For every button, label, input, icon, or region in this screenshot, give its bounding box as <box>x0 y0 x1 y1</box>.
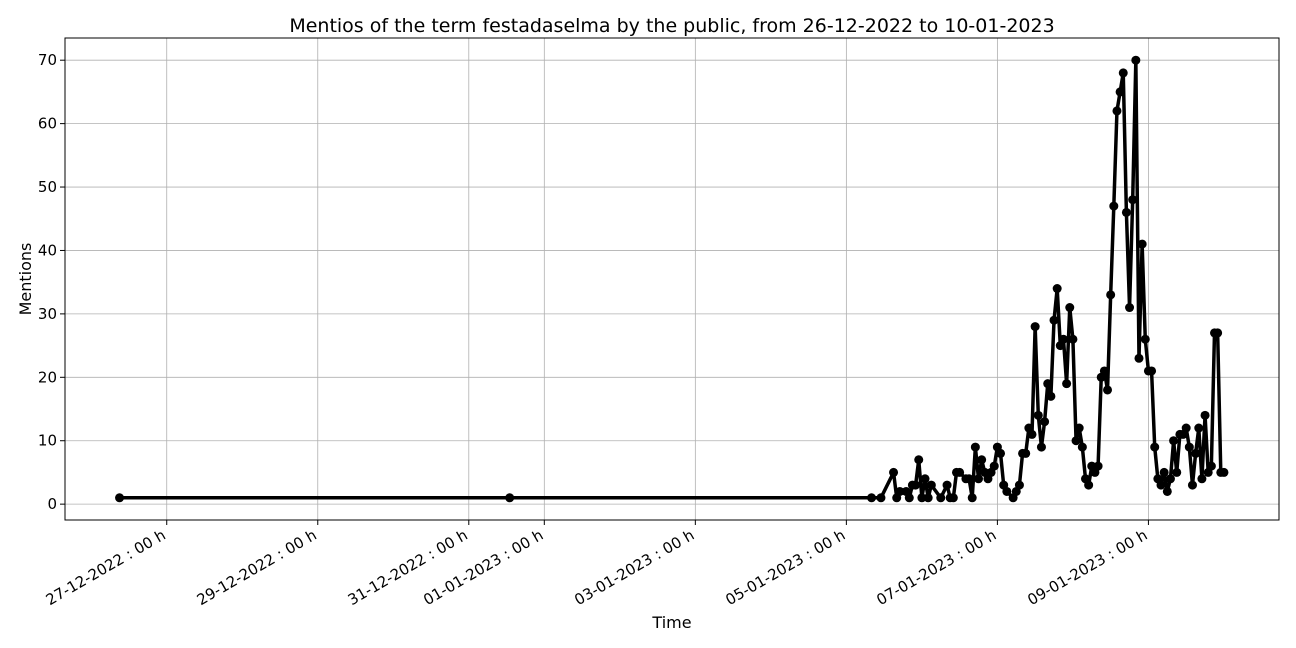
point <box>1109 201 1119 211</box>
point <box>1093 461 1103 471</box>
point <box>1112 106 1122 116</box>
y-tick-label: 70 <box>38 51 57 69</box>
point <box>1197 474 1207 484</box>
point <box>1014 480 1024 490</box>
x-tick-label: 07-01-2023 : 00 h <box>873 526 999 609</box>
y-tick-label: 20 <box>38 368 57 386</box>
point <box>1128 195 1138 205</box>
y-tick-label: 40 <box>38 241 57 259</box>
point <box>895 486 905 496</box>
point <box>1159 467 1169 477</box>
point <box>1103 385 1113 395</box>
x-tick-label: 03-01-2023 : 00 h <box>571 526 697 609</box>
point <box>1121 207 1131 217</box>
point <box>1068 334 1078 344</box>
point <box>1043 379 1053 389</box>
point <box>936 493 946 503</box>
point <box>1027 429 1037 439</box>
point <box>1021 448 1031 458</box>
point <box>867 493 877 503</box>
point <box>942 480 952 490</box>
point <box>1071 436 1081 446</box>
y-tick-label: 0 <box>47 495 57 513</box>
point <box>1162 486 1172 496</box>
point <box>926 480 936 490</box>
point <box>917 493 927 503</box>
point <box>923 493 933 503</box>
point <box>1106 290 1116 300</box>
point <box>1118 68 1128 78</box>
point <box>1065 303 1075 313</box>
point <box>1030 322 1040 332</box>
x-tick-label: 05-01-2023 : 00 h <box>722 526 848 609</box>
point <box>1115 87 1125 97</box>
point <box>1184 442 1194 452</box>
point <box>911 480 921 490</box>
point <box>1187 480 1197 490</box>
point <box>1213 328 1223 338</box>
point <box>1049 315 1059 325</box>
y-tick-label: 30 <box>38 305 57 323</box>
point <box>1125 303 1135 313</box>
point <box>1058 334 1068 344</box>
y-axis-label: Mentions <box>16 243 35 316</box>
point <box>920 474 930 484</box>
point <box>1194 423 1204 433</box>
x-tick-label: 29-12-2022 : 00 h <box>194 526 320 609</box>
point <box>505 493 515 503</box>
y-tick-label: 60 <box>38 115 57 133</box>
point <box>1137 239 1147 249</box>
x-tick-label: 27-12-2022 : 00 h <box>43 526 169 609</box>
point <box>970 442 980 452</box>
point <box>1172 467 1182 477</box>
point <box>1150 442 1160 452</box>
point <box>1131 55 1141 65</box>
point <box>889 467 899 477</box>
y-tick-label: 10 <box>38 432 57 450</box>
point <box>989 461 999 471</box>
point <box>1165 474 1175 484</box>
x-axis-label: Time <box>651 613 691 632</box>
point <box>1147 366 1157 376</box>
point <box>914 455 924 465</box>
point <box>1036 442 1046 452</box>
point <box>1099 366 1109 376</box>
point <box>1002 486 1012 496</box>
point <box>1181 423 1191 433</box>
point <box>967 493 977 503</box>
point <box>1033 410 1043 420</box>
point <box>1169 436 1179 446</box>
point <box>974 474 984 484</box>
point <box>1156 480 1166 490</box>
point <box>1140 334 1150 344</box>
point <box>964 474 974 484</box>
plot-frame <box>64 37 1280 521</box>
point <box>1077 442 1087 452</box>
point <box>1074 423 1084 433</box>
x-tick-label: 31-12-2022 : 00 h <box>345 526 471 609</box>
chart-title: Mentios of the term festadaselma by the … <box>289 15 1054 37</box>
y-tick-label: 50 <box>38 178 57 196</box>
point <box>948 493 958 503</box>
point <box>977 455 987 465</box>
point <box>1052 284 1062 294</box>
point <box>955 467 965 477</box>
point <box>996 448 1006 458</box>
x-tick-label: 09-01-2023 : 00 h <box>1024 526 1150 609</box>
point <box>1134 353 1144 363</box>
point <box>1219 467 1229 477</box>
point <box>1200 410 1210 420</box>
point <box>1046 391 1056 401</box>
point <box>1040 417 1050 427</box>
point <box>904 493 914 503</box>
point <box>876 493 886 503</box>
point <box>1191 448 1201 458</box>
line <box>119 58 1224 500</box>
point <box>1062 379 1072 389</box>
point <box>115 493 125 503</box>
point <box>1206 461 1216 471</box>
point <box>1084 480 1094 490</box>
